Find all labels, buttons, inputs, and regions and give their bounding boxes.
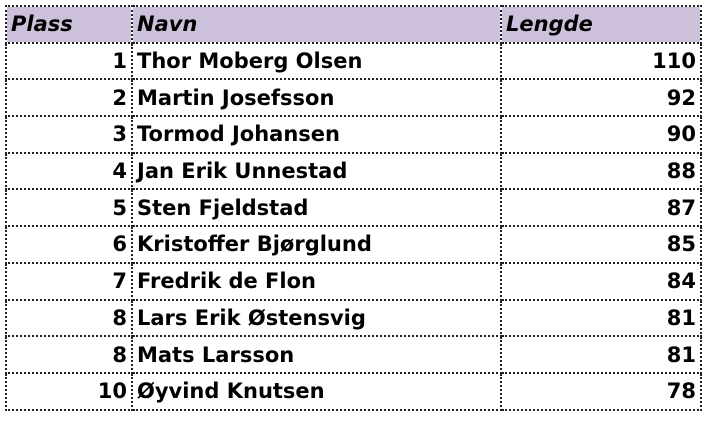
table-cell: 92 [500,78,702,118]
header-cell: Plass [5,5,133,44]
table-header: Plass Navn Lengde [5,5,702,44]
table-cell: Mats Larsson [131,335,502,374]
table-row: 10 Øyvind Knutsen 78 [5,371,702,411]
table-cell: 2 [5,78,133,118]
table-cell: 110 [500,41,702,81]
results-table: Plass Navn Lengde 1 Thor Moberg Olsen 110 2 Ma… [5,5,702,411]
table-row: 4 Jan Erik Unnestad 88 [5,151,702,191]
table-cell: Tormod Johansen [131,115,502,154]
table-cell: Thor Moberg Olsen [131,41,502,81]
table-cell: 78 [500,371,702,411]
table-cell: 10 [5,371,133,411]
table-row: 5 Sten Fjeldstad 87 [5,188,702,228]
header-cell: Lengde [500,5,702,44]
table-row: 8 Lars Erik Østensvig 81 [5,298,702,338]
table-cell: 3 [5,115,133,154]
table-row: 2 Martin Josefsson 92 [5,78,702,118]
table-row: 6 Kristoffer Bjørglund 85 [5,225,702,264]
table-cell: 84 [500,261,702,301]
table-cell: Øyvind Knutsen [131,371,502,411]
table-cell: 8 [5,335,133,374]
table-cell: Jan Erik Unnestad [131,151,502,191]
table-row: 8 Mats Larsson 81 [5,335,702,374]
table-row: 1 Thor Moberg Olsen 110 [5,41,702,81]
table-cell: 6 [5,225,133,264]
table-cell: 87 [500,188,702,228]
header-row: Plass Navn Lengde [5,5,702,44]
table-cell: 7 [5,261,133,301]
table-cell: 8 [5,298,133,338]
table-cell: 81 [500,335,702,374]
table-cell: Sten Fjeldstad [131,188,502,228]
table-cell: 85 [500,225,702,264]
table-cell: 90 [500,115,702,154]
table-cell: Fredrik de Flon [131,261,502,301]
header-cell: Navn [131,5,502,44]
table-cell: 1 [5,41,133,81]
table-cell: 81 [500,298,702,338]
table-body: 1 Thor Moberg Olsen 110 2 Martin Josefsson 92… [5,41,702,411]
table-cell: 5 [5,188,133,228]
table-cell: 88 [500,151,702,191]
table-cell: Kristoffer Bjørglund [131,225,502,264]
table-cell: Martin Josefsson [131,78,502,118]
table-cell: 4 [5,151,133,191]
table-cell: Lars Erik Østensvig [131,298,502,338]
table-row: 3 Tormod Johansen 90 [5,115,702,154]
table-row: 7 Fredrik de Flon 84 [5,261,702,301]
